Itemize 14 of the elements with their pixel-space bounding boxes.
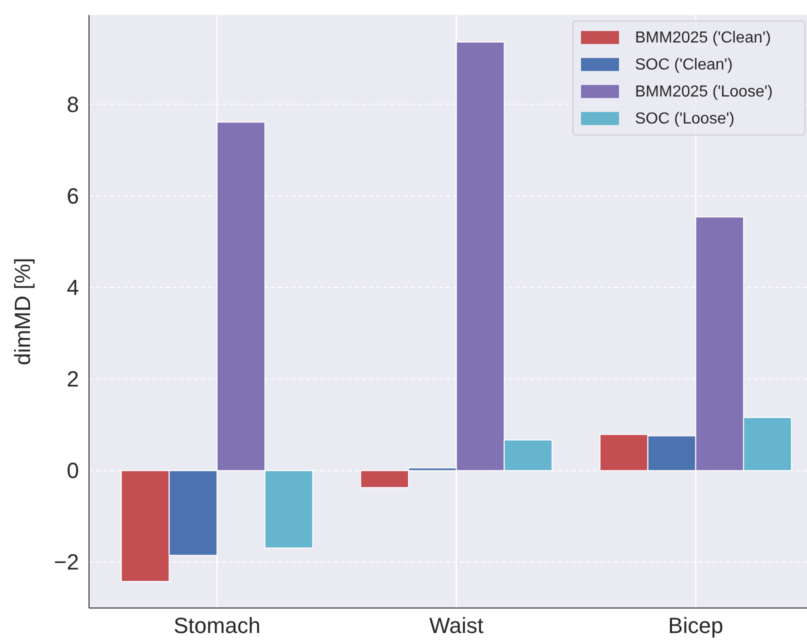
x-tick-label: Bicep [668, 613, 724, 638]
y-tick-label: 6 [66, 183, 79, 208]
y-axis-title: dimMD [%] [10, 258, 35, 366]
x-tick-label: Stomach [174, 613, 260, 638]
y-tick-label: −2 [54, 550, 79, 575]
legend-label: BMM2025 ('Clean') [635, 30, 771, 46]
y-tick-label: 0 [66, 458, 79, 484]
legend-label: SOC ('Clean') [635, 56, 733, 74]
legend-label: BMM2025 ('Loose') [635, 84, 773, 100]
y-tick-label: 2 [66, 366, 79, 392]
legend-label: SOC ('Loose') [635, 110, 734, 128]
x-tick-label: Waist [429, 613, 484, 638]
y-tick-label: 8 [66, 92, 79, 117]
y-tick-label: 4 [66, 274, 79, 300]
